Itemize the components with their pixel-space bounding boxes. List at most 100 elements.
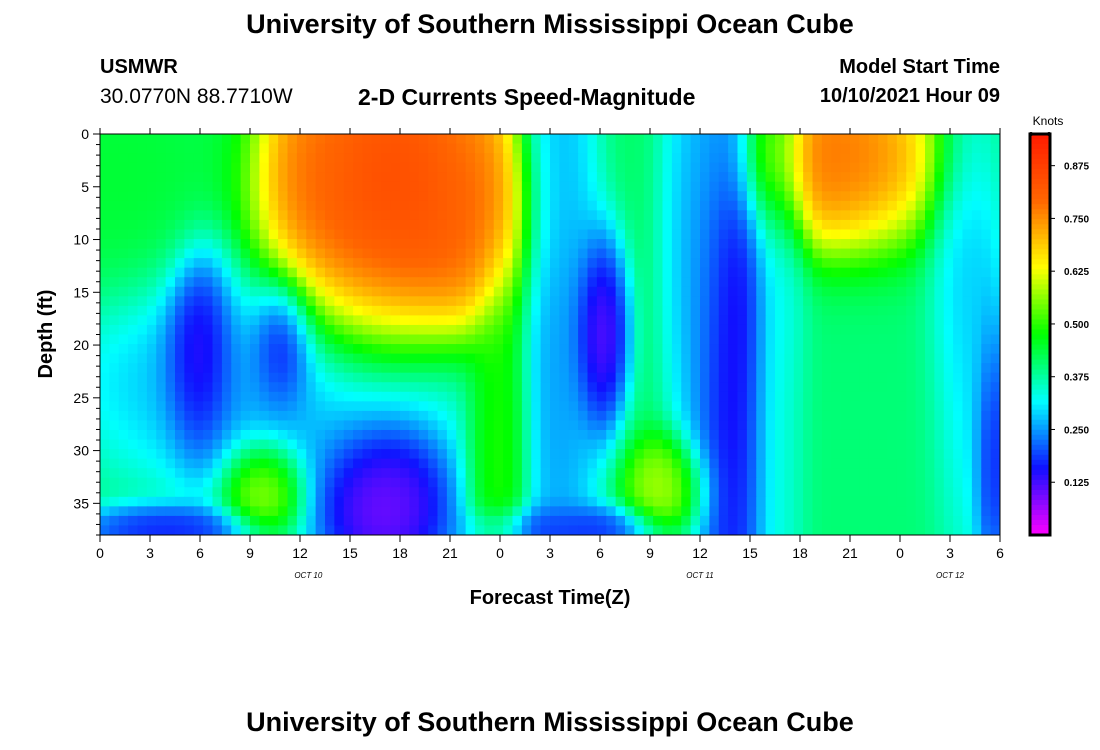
heatmap-cell [540, 458, 551, 469]
heatmap-cell [475, 258, 485, 269]
heatmap-cell [728, 353, 739, 364]
heatmap-cell [512, 344, 523, 355]
heatmap-cell [484, 181, 495, 192]
heatmap-cell [278, 229, 289, 240]
heatmap-cell [428, 420, 439, 431]
heatmap-cell [418, 172, 429, 183]
heatmap-cell [109, 487, 120, 498]
heatmap-cell [278, 286, 289, 297]
heatmap-cell [887, 487, 898, 498]
heatmap-cell [156, 267, 167, 278]
heatmap-cell [962, 353, 973, 364]
heatmap-cell [521, 334, 532, 345]
heatmap-cell [671, 401, 682, 412]
heatmap-cell [653, 420, 664, 431]
heatmap-cell [934, 200, 945, 211]
heatmap-cell [784, 468, 795, 479]
heatmap-cell [775, 181, 785, 192]
heatmap-cell [540, 496, 551, 507]
heatmap-cell [325, 277, 335, 288]
heatmap-cell [990, 391, 1000, 402]
heatmap-cell [400, 410, 410, 422]
heatmap-cell [409, 267, 420, 278]
heatmap-cell [540, 344, 551, 355]
heatmap-cell [971, 315, 982, 326]
heatmap-cell [578, 210, 589, 221]
heatmap-cell [803, 391, 814, 402]
heatmap-cell [784, 191, 795, 202]
heatmap-cell [484, 496, 495, 507]
heatmap-cell [381, 153, 392, 164]
heatmap-cell [803, 344, 814, 355]
heatmap-cell [250, 210, 260, 221]
heatmap-cell [850, 143, 860, 154]
heatmap-cell [521, 449, 532, 460]
heatmap-cell [625, 305, 635, 317]
heatmap-cell [268, 429, 279, 441]
heatmap-cell [165, 210, 176, 221]
heatmap-cell [634, 334, 645, 345]
heatmap-cell [896, 496, 907, 507]
heatmap-cell [925, 277, 935, 288]
heatmap-cell [934, 305, 945, 317]
heatmap-cell [615, 229, 626, 240]
heatmap-cell [250, 487, 260, 498]
heatmap-cell [756, 449, 767, 460]
heatmap-cell [353, 258, 364, 269]
heatmap-cell [437, 153, 448, 164]
heatmap-cell [943, 239, 954, 250]
heatmap-cell [868, 372, 879, 383]
colorbar-segment [1030, 349, 1050, 356]
heatmap-cell [325, 210, 335, 221]
heatmap-cell [821, 134, 832, 145]
heatmap-cell [756, 315, 767, 326]
heatmap-cell [821, 229, 832, 240]
heatmap-cell [428, 239, 439, 250]
heatmap-cell [615, 181, 626, 192]
heatmap-cell [193, 315, 204, 326]
heatmap-cell [906, 382, 917, 393]
heatmap-cell [925, 496, 935, 507]
heatmap-cell [793, 391, 804, 402]
heatmap-cell [146, 401, 157, 412]
heatmap-cell [821, 477, 832, 488]
heatmap-cell [615, 315, 626, 326]
heatmap-cell [559, 324, 570, 336]
heatmap-cell [315, 353, 326, 364]
heatmap-cell [981, 487, 992, 498]
heatmap-cell [671, 153, 682, 164]
heatmap-cell [540, 200, 551, 211]
heatmap-cell [493, 515, 504, 527]
heatmap-cell [550, 515, 560, 527]
heatmap-cell [653, 506, 664, 517]
heatmap-cell [653, 134, 664, 145]
heatmap-cell [437, 449, 448, 460]
heatmap-cell [653, 372, 664, 383]
heatmap-cell [221, 277, 232, 288]
heatmap-cell [821, 420, 832, 431]
heatmap-cell [531, 468, 542, 479]
heatmap-cell [521, 143, 532, 154]
heatmap-cell [615, 382, 626, 393]
heatmap-cell [896, 439, 907, 450]
heatmap-cell [775, 439, 785, 450]
heatmap-cell [343, 305, 354, 317]
heatmap-cell [250, 181, 260, 192]
heatmap-cell [175, 334, 185, 345]
heatmap-cell [146, 239, 157, 250]
heatmap-cell [559, 239, 570, 250]
heatmap-cell [803, 162, 814, 173]
heatmap-cell [100, 372, 110, 383]
heatmap-cell [681, 296, 692, 307]
heatmap-cell [231, 334, 242, 345]
heatmap-cell [568, 458, 579, 469]
heatmap-cell [971, 334, 982, 345]
heatmap-cell [568, 487, 579, 498]
heatmap-cell [662, 429, 673, 441]
heatmap-cell [634, 372, 645, 383]
heatmap-cell [681, 305, 692, 317]
heatmap-cell [240, 181, 251, 192]
heatmap-cell [728, 134, 739, 145]
heatmap-cell [381, 391, 392, 402]
heatmap-cell [887, 401, 898, 412]
